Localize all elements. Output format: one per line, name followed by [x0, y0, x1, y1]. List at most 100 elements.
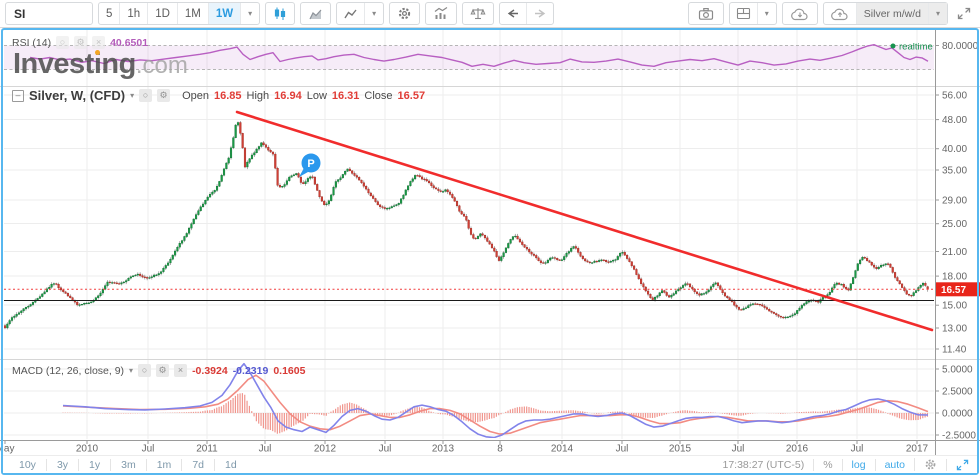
load-chart-button[interactable] — [781, 2, 818, 25]
redo-arrow-icon — [535, 8, 546, 18]
chart-type-area-button[interactable] — [300, 2, 332, 25]
low-label: Low — [306, 89, 327, 102]
chart-type-candles-button[interactable] — [265, 2, 296, 25]
svg-text:Jul: Jul — [142, 444, 155, 455]
undo-arrow-icon — [507, 8, 519, 18]
chart-type-line-button[interactable] — [337, 3, 364, 24]
macd-close-button[interactable]: × — [174, 364, 188, 377]
svg-text:56.00: 56.00 — [942, 91, 967, 102]
layout-caret-icon[interactable]: ▾ — [756, 3, 776, 24]
interval-1h[interactable]: 1h — [119, 3, 147, 24]
main-legend: – Silver, W, (CFD) ▾ ○ ⚙ Open 16.85 High… — [12, 88, 425, 103]
macd-signal-value: 0.1605 — [273, 364, 306, 377]
svg-text:2016: 2016 — [786, 444, 809, 455]
macd-label: MACD (12, 26, close, 9) — [12, 364, 125, 377]
range-1m-button[interactable]: 1m — [147, 458, 183, 471]
interval-1m[interactable]: 1M — [176, 3, 208, 24]
template-caret-icon[interactable]: ▾ — [927, 3, 947, 24]
instrument-title: Silver, W, (CFD) — [29, 88, 126, 103]
svg-text:21.00: 21.00 — [942, 247, 967, 258]
range-1y-button[interactable]: 1y — [79, 458, 112, 471]
high-value: 16.94 — [274, 89, 302, 102]
instrument-style-button[interactable]: ○ — [139, 89, 153, 102]
range-7d-button[interactable]: 7d — [182, 458, 215, 471]
close-value: 16.57 — [397, 89, 426, 102]
svg-text:2015: 2015 — [669, 444, 692, 455]
svg-text:35.00: 35.00 — [942, 166, 967, 177]
svg-text:2013: 2013 — [432, 444, 455, 455]
scales-icon — [470, 8, 486, 20]
macd-settings-button[interactable]: ⚙ — [156, 364, 170, 377]
instrument-caret-icon[interactable]: ▾ — [130, 91, 135, 100]
auto-scale-button[interactable]: auto — [874, 458, 914, 471]
rsi-label: RSI (14) — [12, 36, 52, 49]
redo-button[interactable] — [526, 3, 553, 24]
collapse-pane-icon[interactable]: – — [12, 89, 24, 102]
svg-text:Jul: Jul — [732, 444, 745, 455]
svg-text:Jul: Jul — [616, 444, 629, 455]
interval-1w[interactable]: 1W — [207, 3, 241, 24]
maximize-chart-button[interactable] — [946, 458, 971, 471]
svg-text:18.00: 18.00 — [942, 272, 967, 283]
macd-visibility-button[interactable]: ○ — [138, 364, 152, 377]
svg-text:29.00: 29.00 — [942, 196, 967, 207]
svg-text:8: 8 — [497, 444, 503, 455]
log-scale-button[interactable]: log — [841, 458, 875, 471]
rsi-settings-button[interactable]: ⚙ — [74, 36, 88, 49]
high-label: High — [246, 89, 270, 102]
interval-1d[interactable]: 1D — [147, 3, 177, 24]
axis-settings-button[interactable] — [914, 458, 946, 471]
cloud-upload-icon — [830, 8, 848, 20]
svg-text:48.00: 48.00 — [942, 115, 967, 126]
chart-settings-button[interactable] — [389, 2, 421, 25]
range-3m-button[interactable]: 3m — [111, 458, 147, 471]
interval-5m[interactable]: 5 — [106, 7, 113, 20]
svg-text:P: P — [307, 158, 314, 170]
undo-button[interactable] — [500, 3, 526, 24]
rsi-visibility-button[interactable]: ○ — [56, 36, 70, 49]
svg-text:80.0000: 80.0000 — [942, 41, 979, 52]
gear-small-icon — [925, 459, 936, 470]
compare-button[interactable] — [462, 2, 495, 25]
svg-text:Jul: Jul — [379, 444, 392, 455]
macd-caret-icon[interactable]: ▾ — [129, 366, 134, 375]
svg-text:realtime: realtime — [899, 42, 933, 53]
chart-type-caret-icon[interactable]: ▾ — [364, 3, 383, 24]
interval-dropdown-caret-icon[interactable]: ▾ — [240, 3, 259, 24]
cloud-download-icon — [790, 8, 808, 20]
open-label: Open — [182, 89, 210, 102]
svg-text:May: May — [0, 444, 14, 455]
rsi-close-button[interactable]: × — [92, 36, 106, 49]
layout-group: ▾ — [728, 2, 777, 25]
save-chart-button[interactable] — [824, 3, 856, 24]
macd-hist-value: -0.3924 — [192, 364, 228, 377]
svg-text:13.00: 13.00 — [942, 324, 967, 335]
percent-scale-button[interactable]: % — [813, 458, 841, 471]
instrument-settings-button[interactable]: ⚙ — [157, 89, 171, 102]
fullscreen-button[interactable] — [953, 7, 975, 20]
svg-text:40.00: 40.00 — [942, 144, 967, 155]
symbol-text: SI — [14, 6, 26, 21]
symbol-input[interactable]: SI — [5, 2, 93, 25]
range-3y-button[interactable]: 3y — [47, 458, 80, 471]
rsi-legend: RSI (14) ○ ⚙ × 40.6501 — [12, 36, 148, 49]
close-label: Close — [364, 89, 393, 102]
range-1d-button[interactable]: 1d — [225, 458, 237, 471]
camera-icon — [698, 7, 713, 20]
indicators-button[interactable] — [425, 2, 458, 25]
template-name-label[interactable]: Silver m/w/d — [855, 3, 928, 24]
svg-text:2017: 2017 — [906, 444, 929, 455]
snapshot-button[interactable] — [687, 2, 724, 25]
svg-text:5.0000: 5.0000 — [942, 365, 973, 376]
area-chart-icon — [309, 9, 322, 19]
layout-button[interactable] — [730, 3, 757, 24]
svg-text:2014: 2014 — [551, 444, 574, 455]
svg-text:11.40: 11.40 — [942, 345, 967, 356]
svg-text:16.57: 16.57 — [941, 285, 966, 296]
chart-canvas[interactable]: realtime P 56.00 48.00 40.00 35.00 29.00 25.0… — [0, 28, 980, 456]
range-10y-button[interactable]: 10y — [9, 458, 47, 471]
indicators-icon — [434, 7, 448, 19]
svg-text:2.5000: 2.5000 — [942, 387, 973, 398]
svg-text:2010: 2010 — [76, 444, 99, 455]
